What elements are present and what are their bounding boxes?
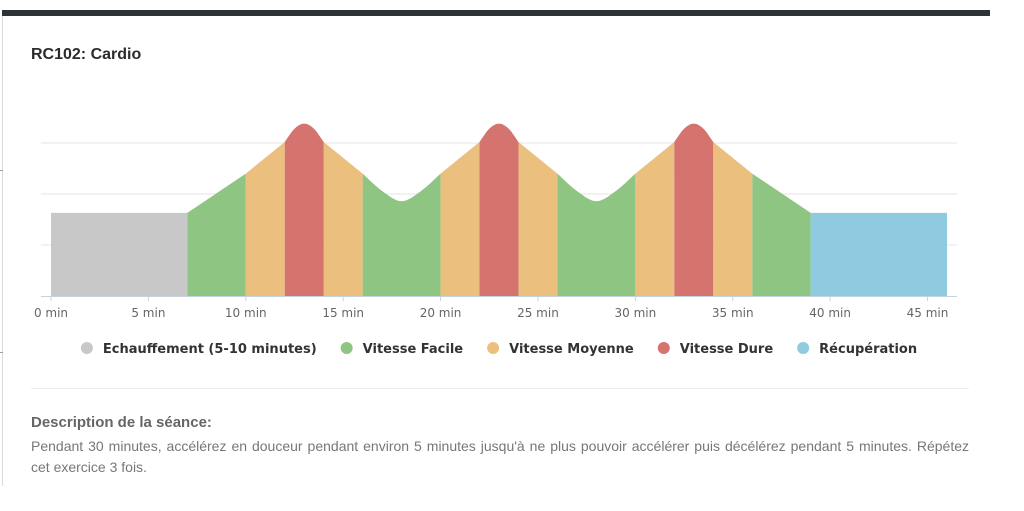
- workout-chart: 0 min 5 min 10 min 15 min 20 min 25 min 30 min…: [34, 123, 957, 357]
- legend-label: Echauffement (5-10 minutes): [103, 342, 317, 357]
- legend-label: Vitesse Moyenne: [509, 342, 634, 357]
- x-tick-label: 5 min: [131, 306, 165, 320]
- legend-marker: [797, 342, 810, 354]
- area-segment-vitesse-dure[interactable]: [479, 123, 519, 297]
- legend-marker: [657, 342, 670, 354]
- x-tick-label: 20 min: [420, 306, 462, 320]
- legend-marker: [80, 342, 93, 354]
- card-title: RC102: Cardio: [31, 46, 142, 63]
- area-segment-vitesse-facile[interactable]: [362, 173, 441, 296]
- area-segment-vitesse-moyenne[interactable]: [635, 141, 675, 296]
- chart-areas: [51, 123, 947, 297]
- left-border-tick: [0, 352, 3, 353]
- legend-item[interactable]: Echauffement (5-10 minutes): [80, 342, 317, 357]
- legend-marker: [487, 342, 500, 354]
- area-segment-vitesse-moyenne[interactable]: [245, 141, 285, 296]
- legend-item[interactable]: Vitesse Dure: [657, 342, 774, 357]
- area-segment-vitesse-facile[interactable]: [187, 173, 246, 296]
- x-tick-label: 10 min: [225, 306, 267, 320]
- x-tick-label: 40 min: [809, 306, 851, 320]
- area-segment-vitesse-moyenne[interactable]: [323, 141, 363, 296]
- x-tick-label: 25 min: [517, 306, 559, 320]
- legend-item[interactable]: Vitesse Facile: [340, 342, 464, 357]
- area-segment-vitesse-dure[interactable]: [674, 123, 714, 297]
- area-segment-vitesse-facile[interactable]: [557, 173, 636, 296]
- area-segment-vitesse-dure[interactable]: [284, 123, 324, 297]
- legend-label: Vitesse Dure: [680, 342, 774, 357]
- chart-legend: Echauffement (5-10 minutes) Vitesse Facil…: [80, 342, 917, 357]
- area-segment-vitesse-moyenne[interactable]: [713, 141, 753, 296]
- section-divider: [31, 388, 969, 389]
- x-tick-label: 35 min: [712, 306, 754, 320]
- x-tick-label: 0 min: [34, 306, 68, 320]
- area-segment-echauffement-5-10-minutes[interactable]: [51, 212, 188, 296]
- legend-label: Vitesse Facile: [363, 342, 464, 357]
- left-border-tick: [0, 170, 3, 171]
- legend-item[interactable]: Récupération: [797, 342, 917, 357]
- area-segment-vitesse-moyenne[interactable]: [518, 141, 558, 296]
- x-tick-label: 15 min: [322, 306, 364, 320]
- area-segment-recuperation[interactable]: [810, 212, 947, 296]
- x-tick-label: 45 min: [907, 306, 949, 320]
- area-segment-vitesse-moyenne[interactable]: [440, 141, 480, 296]
- top-bar: [2, 10, 990, 16]
- x-tick-label: 30 min: [614, 306, 656, 320]
- legend-marker: [340, 342, 353, 354]
- description-title: Description de la séance:: [31, 414, 212, 431]
- legend-item[interactable]: Vitesse Moyenne: [487, 342, 634, 357]
- legend-label: Récupération: [819, 342, 917, 357]
- description-text: Pendant 30 minutes, accélérez en douceur…: [31, 438, 969, 475]
- chart-x-axis: 0 min 5 min 10 min 15 min 20 min 25 min 30 min…: [34, 296, 957, 320]
- area-segment-vitesse-facile[interactable]: [752, 173, 811, 296]
- card-left-border: [2, 16, 3, 486]
